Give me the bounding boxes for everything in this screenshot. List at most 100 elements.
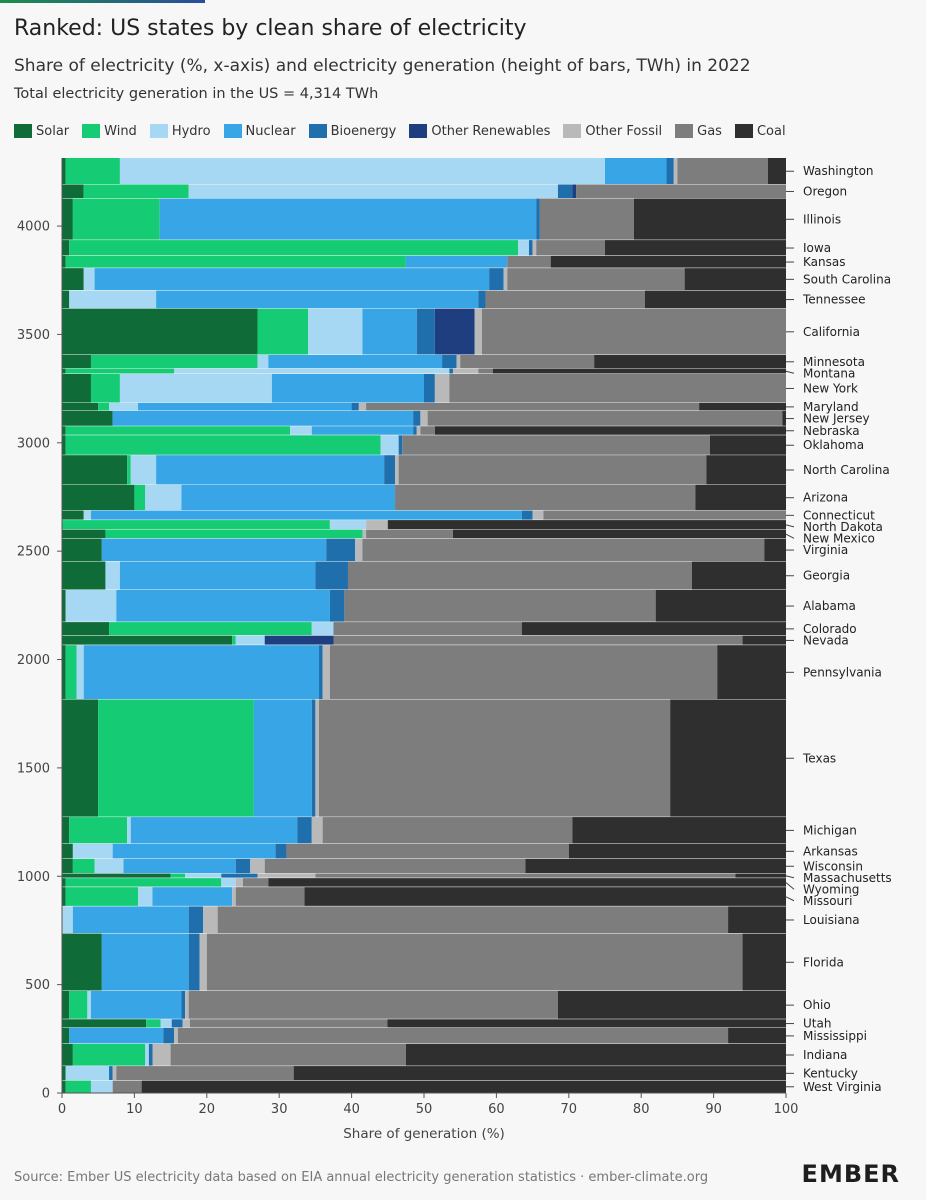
state-label-pennsylvania: Pennsylvania [803, 665, 882, 679]
segment-massachusetts-wind [170, 873, 186, 879]
segment-massachusetts-bioenergy [221, 873, 258, 879]
state-bar-iowa [62, 240, 786, 257]
x-tick-label: 70 [561, 1102, 578, 1117]
state-bar-tennessee [62, 290, 786, 310]
segment-iowa-coal [605, 240, 786, 256]
segment-nevada-wind [232, 635, 236, 646]
segment-oklahoma-solar [62, 435, 66, 456]
segment-ohio-bioenergy [181, 991, 186, 1020]
legend-label-nuclear: Nuclear [245, 123, 296, 139]
segment-utah-solar [62, 1019, 147, 1028]
segment-illinois-gas [539, 198, 634, 241]
segment-north-carolina-wind [127, 455, 131, 485]
state-label-oklahoma: Oklahoma [803, 438, 864, 452]
state-label-montana: Montana [803, 366, 855, 380]
legend-item-hydro: Hydro [149, 124, 211, 139]
chart: 0 10 20 30 40 50 60 70 80 90 100 Share of generatio… [17, 158, 892, 1142]
state-bar-indiana [62, 1043, 786, 1067]
state-bar-north-dakota [62, 520, 786, 531]
segment-utah-hydro [160, 1019, 172, 1028]
state-bar-virginia [62, 538, 786, 562]
segment-iowa-hydro [518, 240, 529, 256]
state-label-south-carolina: South Carolina [803, 272, 891, 286]
segment-georgia-hydro [105, 561, 120, 590]
segment-colorado-solar [62, 622, 110, 636]
segment-maryland-wind [98, 402, 110, 411]
segment-washington-hydro [119, 158, 606, 185]
segment-maryland-gas [366, 402, 700, 411]
segment-louisiana-coal [728, 906, 786, 934]
chart-title: Ranked: US states by clean share of elec… [14, 16, 527, 41]
state-bar-mississippi [62, 1027, 786, 1045]
segment-illinois-solar [62, 198, 73, 241]
segment-mississippi-bioenergy [163, 1027, 175, 1044]
state-label-west-virginia: West Virginia [803, 1080, 882, 1094]
state-bar-oregon [62, 184, 786, 199]
legend-item-other-fossil: Other Fossil [563, 124, 662, 139]
x-tick-label: 20 [199, 1102, 216, 1117]
segment-montana-other-fossil [452, 368, 479, 374]
state-label-tick [785, 533, 795, 539]
segment-north-carolina-gas [398, 455, 707, 485]
state-bar-maryland [62, 402, 786, 412]
segment-tennessee-nuclear [156, 290, 479, 309]
state-label-texas: Texas [802, 751, 836, 765]
segment-massachusetts-coal [735, 873, 786, 879]
segment-washington-solar [62, 158, 66, 185]
segment-utah-gas [189, 1019, 388, 1028]
legend-item-gas: Gas [675, 124, 722, 139]
segment-mississippi-gas [177, 1027, 729, 1044]
segment-kansas-solar [62, 255, 66, 269]
segment-wyoming-gas [243, 878, 269, 888]
segment-virginia-nuclear [101, 538, 327, 562]
segment-illinois-nuclear [159, 198, 537, 241]
segment-tennessee-hydro [69, 290, 157, 309]
x-tick-label: 90 [705, 1102, 722, 1117]
legend-swatch-hydro [149, 124, 168, 138]
segment-nebraska-hydro [290, 426, 312, 436]
segment-florida-solar [62, 933, 102, 991]
state-bar-ohio [62, 991, 786, 1020]
top-accent-bar [0, 0, 205, 3]
segment-wisconsin-coal [525, 858, 786, 874]
y-tick-label: 4000 [17, 220, 50, 235]
state-label-new-mexico: New Mexico [803, 531, 875, 545]
segment-oklahoma-wind [65, 435, 381, 456]
segment-illinois-wind [72, 198, 160, 241]
segment-tennessee-coal [644, 290, 786, 309]
segment-washington-coal [767, 158, 786, 185]
segment-west-virginia-solar [62, 1080, 66, 1093]
state-label-massachusetts: Massachusetts [803, 871, 892, 885]
segment-arkansas-hydro [72, 843, 113, 859]
segment-louisiana-other-fossil [203, 906, 218, 934]
segment-indiana-gas [170, 1043, 406, 1067]
segment-maryland-coal [699, 402, 786, 411]
segment-georgia-gas [347, 561, 692, 590]
segment-missouri-gas [235, 887, 305, 907]
segment-pennsylvania-wind [65, 645, 77, 700]
segment-illinois-bioenergy [536, 198, 540, 241]
state-bar-new-mexico [62, 529, 786, 540]
segment-alabama-bioenergy [329, 589, 345, 623]
segment-michigan-coal [572, 817, 786, 844]
segment-wisconsin-solar [62, 858, 73, 874]
segment-iowa-bioenergy [528, 240, 533, 256]
segment-maryland-solar [62, 402, 99, 411]
segment-california-bioenergy [416, 308, 435, 355]
y-tick-label: 2000 [17, 653, 50, 668]
segment-colorado-wind [109, 622, 312, 636]
axes-layer: 0 10 20 30 40 50 60 70 80 90 100 Share of generatio… [17, 158, 798, 1142]
segment-nevada-gas [333, 635, 743, 646]
segment-ohio-wind [69, 991, 88, 1020]
segment-oklahoma-hydro [380, 435, 399, 456]
state-label-louisiana: Louisiana [803, 913, 860, 927]
segment-indiana-coal [405, 1043, 786, 1067]
state-label-michigan: Michigan [803, 823, 857, 837]
segment-maryland-other-fossil [358, 402, 367, 411]
segment-california-nuclear [362, 308, 417, 355]
segment-texas-wind [98, 699, 254, 818]
state-label-kansas: Kansas [803, 255, 845, 269]
segment-texas-gas [319, 699, 671, 818]
segment-new-mexico-gas [366, 529, 453, 539]
